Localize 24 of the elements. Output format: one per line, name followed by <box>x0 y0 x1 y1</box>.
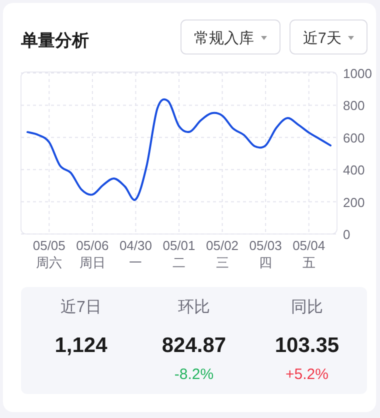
text: 同比 <box>291 298 323 316</box>
chart-title: 单量分析 <box>20 31 89 50</box>
x-tick-label: 04/30 一 <box>119 238 152 270</box>
y-tick-label: 1000 <box>343 66 372 81</box>
y-tick-label: 600 <box>343 130 365 146</box>
y-tick-label: 800 <box>343 98 365 114</box>
x-tick-label: 05/04 五 <box>292 238 326 270</box>
x-tick-label: 05/02 三 <box>206 238 239 270</box>
text: -8.2% <box>174 366 214 383</box>
y-tick-label: 0 <box>343 227 350 242</box>
text: 103.35 <box>274 334 340 357</box>
text: 1,124 <box>54 334 108 357</box>
x-tick-label: 05/05 周六 <box>32 238 66 270</box>
text: +5.2% <box>286 366 328 383</box>
text: 近7日 <box>60 298 102 316</box>
y-tick-label: 200 <box>343 194 365 210</box>
text: 环比 <box>178 298 210 316</box>
text: 824.87 <box>162 334 226 357</box>
text: 近7天 <box>303 30 342 47</box>
y-tick-label: 400 <box>343 162 365 178</box>
text: 常规入库 <box>194 30 254 47</box>
x-tick-label: 05/03 四 <box>249 238 282 270</box>
x-tick-label: 05/01 二 <box>162 238 196 270</box>
x-tick-label: 05/06 周日 <box>76 238 109 270</box>
